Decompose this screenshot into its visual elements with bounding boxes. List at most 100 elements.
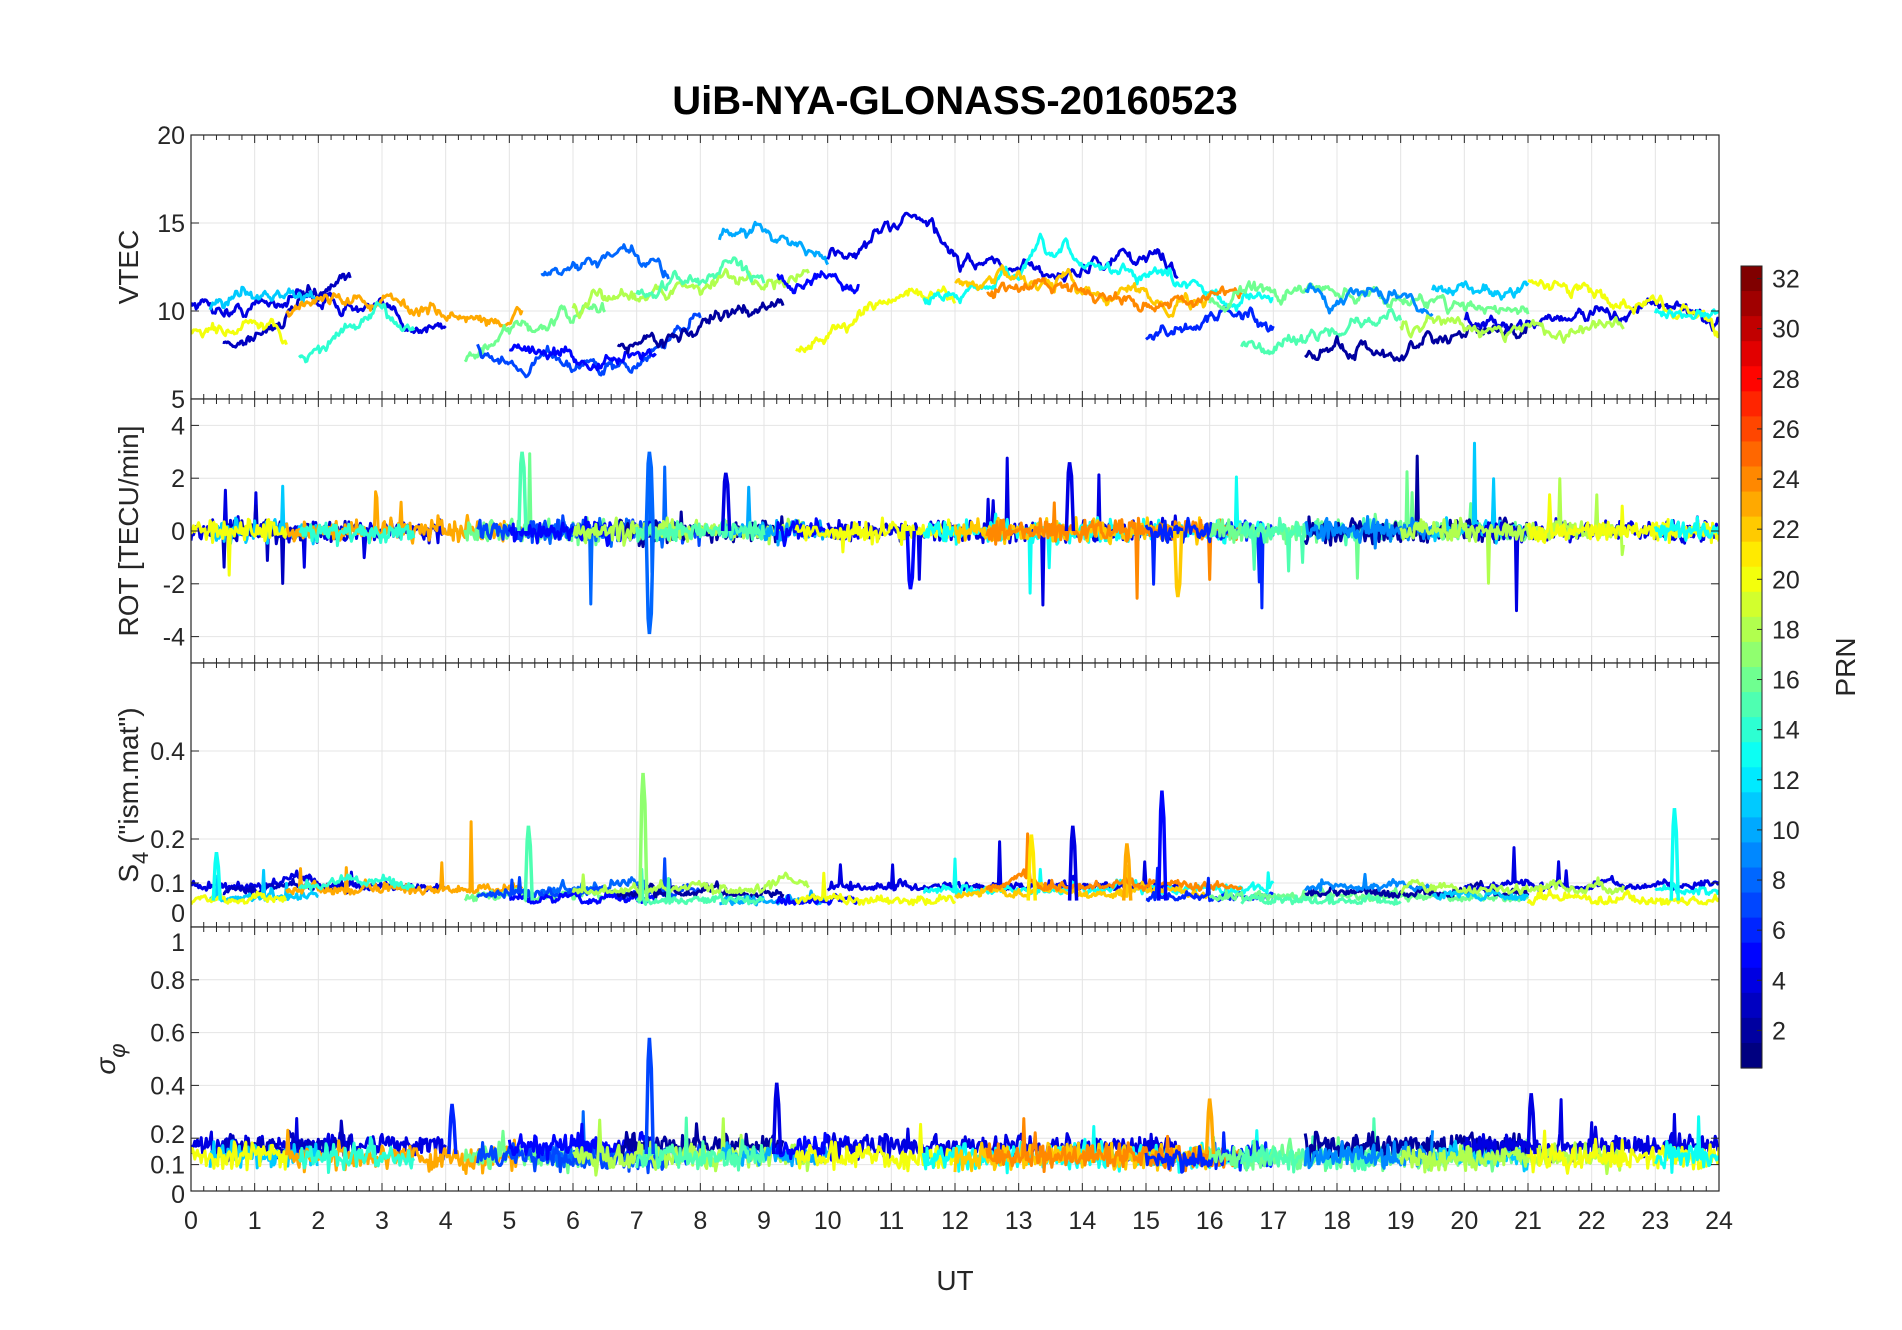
y-axis-label-sigma: σφ: [90, 1043, 130, 1074]
series-prn-15: [1240, 308, 1403, 356]
colorbar-swatch-5: [1741, 942, 1762, 969]
x-tick-label: 12: [941, 1207, 969, 1235]
spike-prn-15: [523, 825, 535, 901]
colorbar-swatch-15: [1741, 692, 1762, 718]
series-prn-8: [540, 243, 670, 280]
x-tick-label: 14: [1068, 1207, 1096, 1235]
series-group: [191, 211, 1719, 379]
x-tick-label: 13: [1005, 1207, 1033, 1235]
series-prn-6: [1145, 305, 1275, 341]
series-prn-15: [635, 256, 766, 300]
series-prn-4: [1463, 297, 1719, 334]
y-axis-label-subscript: 4: [128, 852, 153, 864]
x-tick-label: 5: [502, 1207, 516, 1235]
series-prn-20: [1527, 279, 1719, 339]
series-prn-5: [775, 1131, 861, 1164]
colorbar-swatch-29: [1741, 341, 1762, 367]
colorbar-swatch-4: [1741, 967, 1762, 994]
spike-prn-21: [1026, 834, 1037, 901]
y-tick-label: 0.4: [150, 738, 185, 766]
series-prn-20: [1526, 887, 1719, 906]
colorbar-tick-label: 22: [1772, 516, 1800, 544]
spike-prn-22: [1172, 530, 1184, 598]
series-prn-15: [635, 518, 766, 543]
series-group: [191, 1037, 1719, 1177]
y-tick-label: 0.2: [150, 1121, 185, 1149]
colorbar-swatch-21: [1741, 541, 1762, 568]
series-prn-16: [1208, 280, 1530, 315]
x-tick-label: 20: [1450, 1207, 1478, 1235]
series-prn-9: [1304, 282, 1434, 318]
series-group: [191, 441, 1719, 635]
series-prn-11: [208, 285, 319, 311]
y-tick-label: 0: [171, 900, 185, 928]
series-prn-15: [1240, 889, 1402, 906]
series-prn-9: [1304, 515, 1434, 550]
spike-prn-17: [638, 772, 649, 901]
x-tick-label: 6: [566, 1207, 580, 1235]
spike-prn-15: [517, 451, 528, 532]
colorbar-swatch-30: [1741, 316, 1762, 342]
series-prn-5: [776, 270, 860, 295]
x-tick-label: 8: [693, 1207, 707, 1235]
colorbar-label: PRN: [1830, 637, 1861, 696]
y-tick-label: -4: [163, 624, 185, 652]
colorbar-swatch-13: [1741, 742, 1762, 768]
series-prn-20: [191, 517, 288, 577]
series-prn-5: [508, 343, 657, 372]
spike-prn-7: [644, 1037, 655, 1155]
series-prn-15: [635, 867, 765, 906]
y-tick-label: 0: [171, 1181, 185, 1209]
spike-prn-4: [771, 1082, 783, 1155]
x-tick-label: 9: [757, 1207, 771, 1235]
x-tick-label: 18: [1323, 1207, 1351, 1235]
colorbar-tick-label: 16: [1772, 667, 1800, 695]
colorbar-tick-label: 4: [1772, 967, 1786, 995]
panel-vtec: 5 10 15 20 VTEC: [113, 122, 1720, 414]
colorbar-swatch-12: [1741, 767, 1762, 793]
series-prn-2: [616, 298, 785, 354]
chart-title: UiB-NYA-GLONASS-20160523: [672, 79, 1237, 123]
x-tick-label: 16: [1196, 1207, 1224, 1235]
y-axis-label-s4: S4 ("ism.mat"): [113, 707, 153, 882]
series-prn-5: [775, 892, 860, 906]
y-tick-label: 15: [157, 210, 185, 238]
spike-prn-4: [1526, 1093, 1537, 1155]
colorbar-tick-label: 20: [1772, 566, 1800, 594]
series-prn-11: [1431, 280, 1530, 301]
x-tick-label: 19: [1387, 1207, 1415, 1235]
spike-prn-23: [1121, 843, 1133, 901]
y-tick-label: 0.2: [150, 826, 185, 854]
colorbar-swatch-16: [1741, 667, 1762, 693]
series-prn-18: [571, 871, 810, 896]
series-prn-18: [572, 1117, 811, 1177]
series-prn-14: [297, 1136, 416, 1174]
series-prn-4: [191, 288, 447, 335]
y-tick-label: 4: [171, 412, 185, 440]
colorbar-tick-label: 12: [1772, 767, 1800, 795]
series-prn-18: [1399, 477, 1625, 585]
y-axis-label-suffix: ("ism.mat"): [113, 707, 144, 851]
series-prn-13: [1653, 308, 1719, 320]
colorbar-swatch-23: [1741, 491, 1762, 518]
colorbar-swatch-27: [1741, 391, 1762, 417]
colorbar-swatch-11: [1741, 792, 1762, 818]
y-tick-label: 0.1: [150, 870, 185, 898]
spike-prn-5: [1156, 790, 1168, 901]
series-prn-13: [1653, 515, 1719, 542]
y-tick-label: 0.4: [150, 1072, 185, 1100]
series-prn-20: [795, 285, 957, 354]
colorbar-swatch-10: [1741, 817, 1762, 844]
x-tick-label: 0: [184, 1207, 198, 1235]
colorbar-tick-label: 14: [1772, 717, 1800, 745]
series-prn-24: [986, 277, 1243, 313]
colorbar-swatch-6: [1741, 917, 1762, 944]
series-prn-23: [285, 292, 524, 329]
series-prn-14: [298, 521, 416, 548]
series-prn-20: [1526, 1129, 1719, 1175]
x-tick-label: 1: [248, 1207, 262, 1235]
series-prn-23: [285, 820, 524, 896]
x-tick-label: 4: [439, 1207, 453, 1235]
colorbar-swatch-25: [1741, 441, 1762, 468]
